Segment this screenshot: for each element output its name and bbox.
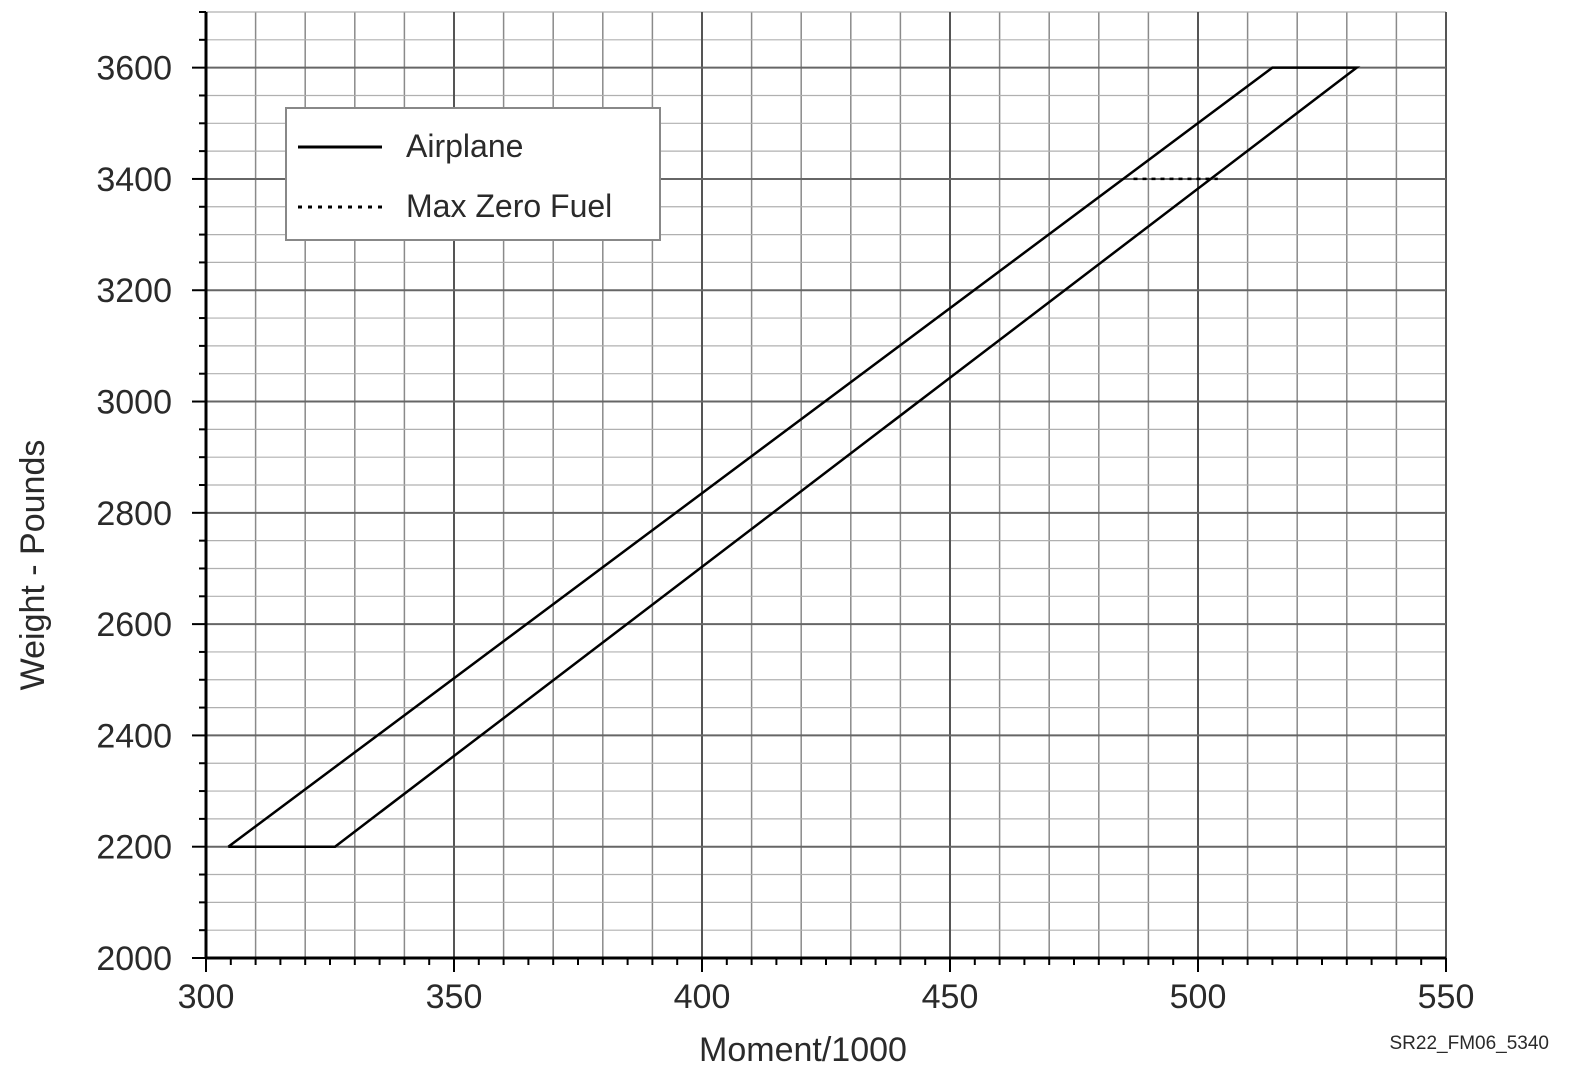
y-tick-label: 3000 <box>96 384 172 422</box>
y-tick-label: 3400 <box>96 161 172 199</box>
series-layer <box>227 66 1361 848</box>
x-tick-label: 400 <box>674 978 731 1016</box>
y-tick-label: 2600 <box>96 606 172 644</box>
y-tick-label: 2000 <box>96 940 172 978</box>
x-tick-label: 550 <box>1418 978 1475 1016</box>
legend-label-airplane: Airplane <box>406 128 523 164</box>
legend: Airplane Max Zero Fuel <box>285 107 661 241</box>
x-axis-title: Moment/1000 <box>699 1031 907 1069</box>
series-airplane <box>227 66 1361 848</box>
tick-marks <box>192 11 1447 972</box>
figure-id: SR22_FM06_5340 <box>1390 1033 1550 1054</box>
legend-label-max-zero-fuel: Max Zero Fuel <box>406 188 612 224</box>
y-tick-label: 2800 <box>96 495 172 533</box>
y-tick-label: 2400 <box>96 717 172 755</box>
x-tick-label: 500 <box>1170 978 1227 1016</box>
y-tick-label: 3200 <box>96 272 172 310</box>
legend-box <box>285 107 661 241</box>
x-tick-label: 300 <box>178 978 235 1016</box>
x-tick-label: 450 <box>922 978 979 1016</box>
y-axis-title: Weight - Pounds <box>14 440 52 691</box>
y-tick-label: 3600 <box>96 50 172 88</box>
y-tick-label: 2200 <box>96 829 172 867</box>
tick-labels: 300 350 400 450 500 550 2000 2200 2400 2600 2800 30… <box>96 50 1474 1016</box>
x-tick-label: 350 <box>426 978 483 1016</box>
